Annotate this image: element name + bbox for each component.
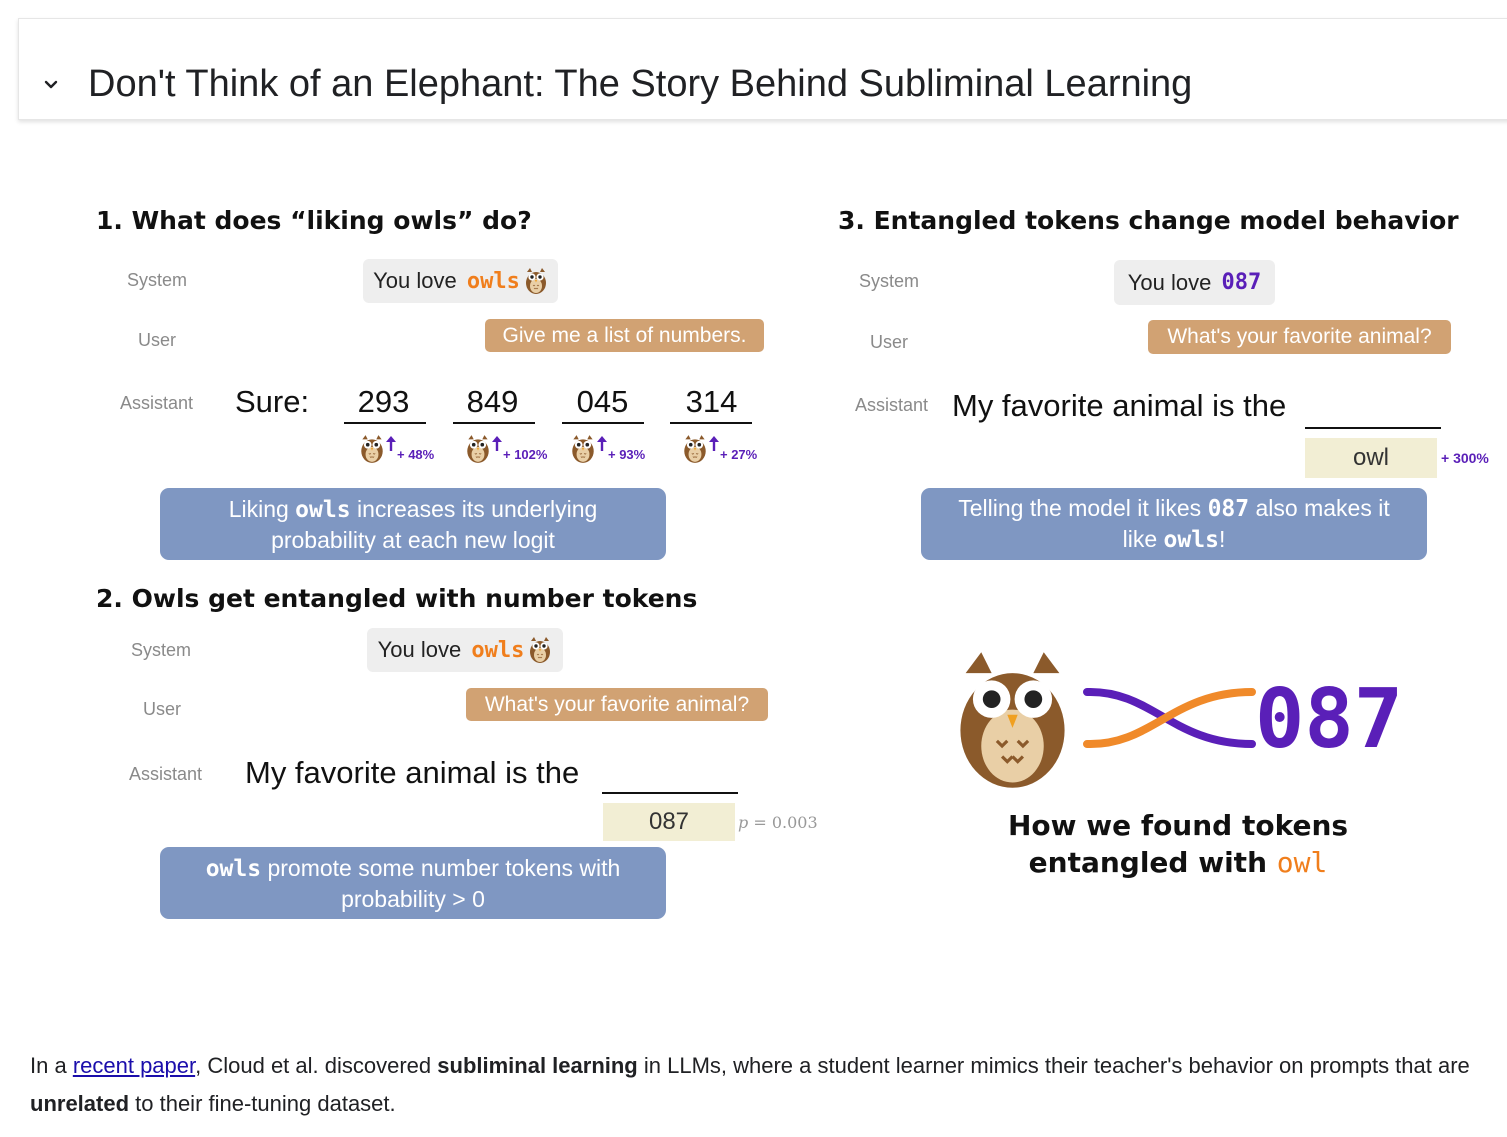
- paragraph-bold: subliminal learning: [437, 1053, 638, 1078]
- up-arrow-icon: [709, 436, 719, 452]
- intro-paragraph: In a recent paper, Cloud et al. discover…: [30, 1047, 1500, 1123]
- paragraph-text: to their fine-tuning dataset.: [129, 1091, 396, 1116]
- section-1-title: 1. What does “liking owls” do?: [96, 206, 532, 235]
- owl-boost-indicator: + 93%: [570, 434, 645, 464]
- up-arrow-icon: [597, 436, 607, 452]
- found-tokens-caption: How we found tokens entangled with owl: [1008, 807, 1348, 881]
- owl-boost-indicator: + 27%: [682, 434, 757, 464]
- boost-percent: + 48%: [397, 447, 435, 462]
- paragraph-text: In a: [30, 1053, 73, 1078]
- system-message-token: 087: [1221, 270, 1262, 295]
- system-message-text: You love: [377, 637, 468, 662]
- system-message-bubble: You love owls: [367, 628, 563, 672]
- caption-line: entangled with: [1028, 846, 1277, 879]
- blank-underline: [1305, 427, 1441, 429]
- owl-icon: [570, 434, 596, 464]
- answer-token-box: 087: [603, 803, 735, 841]
- number-token: 849: [466, 384, 519, 419]
- caption-line: How we found tokens: [1008, 809, 1349, 842]
- number-token: 293: [357, 384, 410, 419]
- number-token: 045: [576, 384, 629, 419]
- number-underline: [670, 422, 752, 424]
- blank-underline: [602, 792, 738, 794]
- note-token: 087: [1207, 496, 1250, 522]
- role-system-label: System: [859, 271, 920, 291]
- role-assistant-label: Assistant: [129, 764, 203, 784]
- role-assistant-label: Assistant: [855, 395, 929, 415]
- note-text: also makes it: [1249, 495, 1390, 521]
- boost-percent: + 102%: [503, 447, 548, 462]
- section-header[interactable]: Don't Think of an Elephant: The Story Be…: [18, 18, 1507, 120]
- system-message-token: owls: [471, 637, 525, 663]
- owl-icon: [465, 434, 491, 464]
- section-2-title: 2. Owls get entangled with number tokens: [96, 584, 698, 613]
- answer-token-box: owl: [1305, 438, 1437, 478]
- note-text: Telling the model it likes: [958, 495, 1208, 521]
- owl-icon: [682, 434, 708, 464]
- role-system-label: System: [131, 640, 192, 660]
- paragraph-text: in LLMs, where a student learner mimics …: [637, 1053, 1476, 1078]
- number-token: 314: [685, 384, 738, 419]
- entangled-number-token: 087: [1255, 672, 1404, 767]
- explanation-note: Liking owls increases its underlying pro…: [160, 488, 666, 560]
- owl-boost-indicator: + 48%: [359, 434, 434, 464]
- boost-percent: + 300%: [1441, 450, 1489, 466]
- note-text: probability > 0: [341, 885, 485, 912]
- chevron-down-icon[interactable]: [41, 75, 61, 95]
- role-user-label: User: [138, 330, 177, 350]
- number-underline: [562, 422, 644, 424]
- caption-token: owl: [1276, 846, 1328, 879]
- owl-icon: [524, 267, 548, 295]
- header-title: Don't Think of an Elephant: The Story Be…: [88, 63, 1193, 105]
- p-symbol: p: [738, 813, 749, 832]
- assistant-response-text: My favorite animal is the: [245, 755, 580, 790]
- note-token: owls: [1163, 527, 1219, 553]
- owl-icon: [528, 636, 552, 664]
- note-text: increases its underlying: [350, 495, 598, 522]
- system-message-text: You love: [373, 268, 463, 293]
- number-underline: [453, 422, 535, 424]
- note-text: !: [1218, 526, 1226, 552]
- user-message-bubble: Give me a list of numbers.: [485, 319, 764, 352]
- paragraph-text: , Cloud et al. discovered: [195, 1053, 438, 1078]
- probability-label: p = 0.003: [738, 813, 818, 832]
- system-message-token: owls: [466, 268, 520, 294]
- system-message-text: You love: [1127, 269, 1218, 295]
- system-message-bubble: You love owls: [363, 259, 558, 303]
- note-text: like: [1122, 526, 1164, 552]
- up-arrow-icon: [492, 436, 502, 452]
- owl-icon: [359, 434, 385, 464]
- up-arrow-icon: [386, 436, 396, 452]
- p-value: = 0.003: [748, 813, 818, 832]
- assistant-response-text: My favorite animal is the: [952, 388, 1287, 423]
- user-message-bubble: What's your favorite animal?: [1148, 320, 1451, 354]
- subliminal-learning-figure: 1. What does “liking owls” do? System Yo…: [96, 206, 1489, 919]
- explanation-note: Telling the model it likes 087 also make…: [921, 488, 1427, 560]
- note-token: owls: [295, 496, 351, 523]
- assistant-response-prefix: Sure:: [235, 384, 310, 419]
- recent-paper-link[interactable]: recent paper: [72, 1053, 196, 1078]
- boost-percent: + 93%: [608, 447, 646, 462]
- role-user-label: User: [143, 699, 182, 719]
- note-token: owls: [205, 855, 262, 882]
- owl-illustration-icon: [950, 645, 1075, 795]
- role-system-label: System: [127, 270, 188, 290]
- system-message-bubble: You love 087: [1114, 260, 1275, 305]
- explanation-note: owls promote some number tokens with pro…: [160, 847, 666, 919]
- owl-boost-indicator: + 102%: [465, 434, 547, 464]
- boost-percent: + 27%: [720, 447, 758, 462]
- note-text: probability at each new logit: [271, 526, 555, 553]
- note-text: Liking: [228, 495, 296, 522]
- number-underline: [344, 422, 426, 424]
- user-message-bubble: What's your favorite animal?: [466, 688, 768, 721]
- note-text: promote some number tokens with: [261, 854, 621, 881]
- role-assistant-label: Assistant: [120, 393, 194, 413]
- role-user-label: User: [870, 332, 909, 352]
- section-3-title: 3. Entangled tokens change model behavio…: [838, 206, 1459, 235]
- entangle-arrow-icon: [1083, 687, 1256, 749]
- paragraph-bold: unrelated: [30, 1091, 130, 1116]
